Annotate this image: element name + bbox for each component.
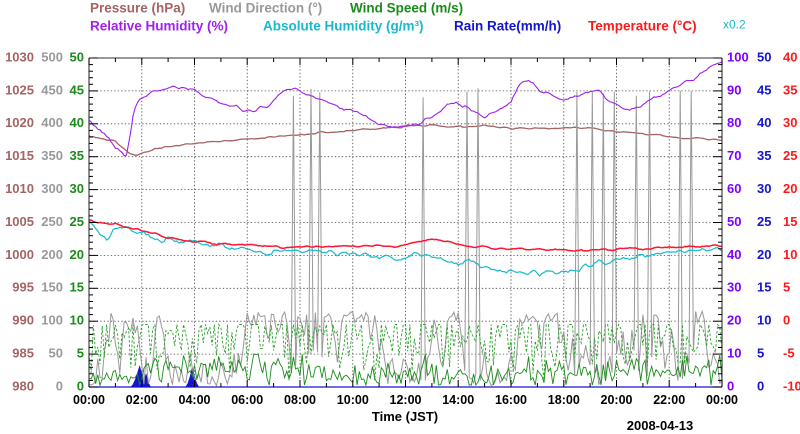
svg-text:x0.2: x0.2 xyxy=(723,18,746,32)
svg-text:25: 25 xyxy=(757,214,771,229)
svg-text:150: 150 xyxy=(41,280,63,295)
svg-text:08:00: 08:00 xyxy=(284,393,316,407)
svg-text:200: 200 xyxy=(41,247,63,262)
svg-text:1015: 1015 xyxy=(5,148,34,163)
svg-text:5: 5 xyxy=(77,346,84,361)
svg-text:30: 30 xyxy=(757,181,771,196)
svg-text:20: 20 xyxy=(783,181,797,196)
svg-text:45: 45 xyxy=(757,82,771,97)
svg-text:80: 80 xyxy=(727,115,741,130)
svg-text:10:00: 10:00 xyxy=(337,393,369,407)
svg-text:50: 50 xyxy=(727,214,741,229)
svg-text:5: 5 xyxy=(783,280,790,295)
svg-text:25: 25 xyxy=(783,148,797,163)
svg-text:15: 15 xyxy=(70,280,84,295)
svg-text:-5: -5 xyxy=(783,346,795,361)
svg-text:40: 40 xyxy=(757,115,771,130)
svg-text:1010: 1010 xyxy=(5,181,34,196)
svg-text:Relative Humidity (%): Relative Humidity (%) xyxy=(90,19,228,34)
svg-text:0: 0 xyxy=(757,378,764,393)
svg-text:995: 995 xyxy=(12,280,34,295)
svg-text:60: 60 xyxy=(727,181,741,196)
svg-text:18:00: 18:00 xyxy=(548,393,580,407)
svg-text:50: 50 xyxy=(70,49,84,64)
svg-text:450: 450 xyxy=(41,82,63,97)
svg-text:20: 20 xyxy=(70,247,84,262)
svg-text:30: 30 xyxy=(70,181,84,196)
svg-text:35: 35 xyxy=(70,148,84,163)
svg-text:15: 15 xyxy=(783,214,797,229)
svg-text:22:00: 22:00 xyxy=(653,393,685,407)
svg-text:1020: 1020 xyxy=(5,115,34,130)
svg-text:400: 400 xyxy=(41,115,63,130)
svg-text:30: 30 xyxy=(783,115,797,130)
svg-text:50: 50 xyxy=(49,346,63,361)
svg-text:14:00: 14:00 xyxy=(442,393,474,407)
svg-text:50: 50 xyxy=(757,49,771,64)
svg-text:5: 5 xyxy=(757,346,764,361)
svg-text:40: 40 xyxy=(783,49,797,64)
svg-text:00:00: 00:00 xyxy=(706,393,738,407)
svg-text:1005: 1005 xyxy=(5,214,34,229)
svg-text:45: 45 xyxy=(70,82,84,97)
svg-text:300: 300 xyxy=(41,181,63,196)
svg-text:Absolute Humidity (g/m³): Absolute Humidity (g/m³) xyxy=(263,19,424,34)
svg-text:Time (JST): Time (JST) xyxy=(372,409,438,424)
svg-text:100: 100 xyxy=(727,49,749,64)
svg-text:10: 10 xyxy=(70,313,84,328)
svg-text:06:00: 06:00 xyxy=(231,393,263,407)
svg-text:990: 990 xyxy=(12,313,34,328)
svg-text:70: 70 xyxy=(727,148,741,163)
svg-text:500: 500 xyxy=(41,49,63,64)
svg-text:0: 0 xyxy=(77,378,84,393)
svg-text:Wind Speed (m/s): Wind Speed (m/s) xyxy=(350,1,463,16)
svg-text:10: 10 xyxy=(727,346,741,361)
svg-text:Rain Rate(mm/h): Rain Rate(mm/h) xyxy=(454,19,561,34)
svg-text:40: 40 xyxy=(70,115,84,130)
svg-text:1030: 1030 xyxy=(5,49,34,64)
svg-text:100: 100 xyxy=(41,313,63,328)
svg-text:12:00: 12:00 xyxy=(390,393,422,407)
svg-text:1025: 1025 xyxy=(5,82,34,97)
svg-text:20:00: 20:00 xyxy=(601,393,633,407)
svg-text:-10: -10 xyxy=(783,378,800,393)
svg-text:30: 30 xyxy=(727,280,741,295)
svg-text:0: 0 xyxy=(783,313,790,328)
svg-text:04:00: 04:00 xyxy=(179,393,211,407)
svg-text:02:00: 02:00 xyxy=(126,393,158,407)
svg-text:2008-04-13: 2008-04-13 xyxy=(627,418,694,433)
svg-text:0: 0 xyxy=(56,378,63,393)
svg-text:1000: 1000 xyxy=(5,247,34,262)
svg-text:10: 10 xyxy=(783,247,797,262)
svg-text:00:00: 00:00 xyxy=(73,393,105,407)
svg-text:350: 350 xyxy=(41,148,63,163)
svg-text:15: 15 xyxy=(757,280,771,295)
svg-text:0: 0 xyxy=(727,378,734,393)
svg-text:Pressure (hPa): Pressure (hPa) xyxy=(90,1,185,16)
svg-text:Wind Direction (°): Wind Direction (°) xyxy=(209,1,322,16)
svg-text:20: 20 xyxy=(727,313,741,328)
svg-text:25: 25 xyxy=(70,214,84,229)
svg-text:20: 20 xyxy=(757,247,771,262)
svg-text:90: 90 xyxy=(727,82,741,97)
svg-text:40: 40 xyxy=(727,247,741,262)
svg-text:35: 35 xyxy=(757,148,771,163)
svg-text:985: 985 xyxy=(12,346,34,361)
svg-text:980: 980 xyxy=(12,378,34,393)
svg-text:Temperature (°C): Temperature (°C) xyxy=(588,19,697,34)
svg-text:35: 35 xyxy=(783,82,797,97)
svg-text:250: 250 xyxy=(41,214,63,229)
svg-text:10: 10 xyxy=(757,313,771,328)
svg-text:16:00: 16:00 xyxy=(495,393,527,407)
